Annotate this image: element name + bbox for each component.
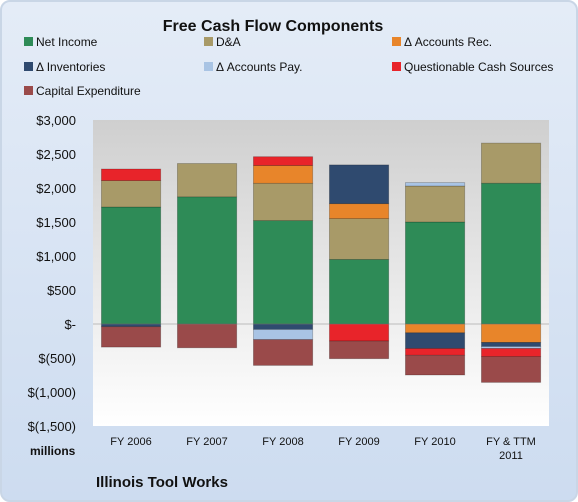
bar-segment <box>480 341 542 347</box>
legend-label: Questionable Cash Sources <box>404 60 553 74</box>
legend-label: Δ Accounts Pay. <box>216 60 303 74</box>
bar-segment <box>176 163 238 198</box>
bar-segment <box>480 356 542 383</box>
bar-segment <box>328 340 390 360</box>
bar-segment <box>328 218 390 260</box>
bar-segment <box>252 156 314 166</box>
bar-segment <box>404 182 466 187</box>
bar-segment <box>404 185 466 223</box>
bar-segment <box>252 165 314 184</box>
y-axis: $3,000 $2,500 $2,000 $1,500 $1,000 $500 $- $(50… <box>28 113 76 434</box>
bar-segment <box>176 323 238 349</box>
bar-segment <box>328 323 390 342</box>
legend-label: D&A <box>216 35 241 49</box>
plot-area <box>93 120 549 426</box>
bar-segment <box>101 168 162 182</box>
legend-label: Δ Accounts Rec. <box>404 35 492 49</box>
legend-label: Net Income <box>36 35 98 49</box>
units-label: millions <box>30 444 76 458</box>
bar-segment <box>101 326 162 348</box>
bar-segment <box>404 332 466 349</box>
bar-segment <box>101 206 162 325</box>
y-tick-label: $2,000 <box>36 181 76 196</box>
y-tick-label: $1,500 <box>36 215 76 230</box>
x-tick-label: FY 2006 <box>110 436 151 448</box>
y-tick-label: $(1,500) <box>28 419 76 434</box>
x-tick-label: FY 2009 <box>338 436 379 448</box>
bar-segment <box>480 182 542 325</box>
y-tick-label: $(1,000) <box>28 385 76 400</box>
y-tick-label: $500 <box>47 283 76 298</box>
bar-segment <box>480 348 542 358</box>
bar-segment <box>404 221 466 325</box>
bar-segment <box>176 196 238 325</box>
legend-swatch <box>392 37 401 46</box>
bar-segment <box>252 328 314 340</box>
y-tick-label: $(500) <box>38 351 76 366</box>
x-axis: FY 2006 FY 2007 FY 2008 FY 2009 FY 2010 FY & … <box>110 436 536 462</box>
legend: Net Income D&A Δ Accounts Rec. Δ Inventorie… <box>24 35 553 98</box>
bar-segment <box>101 323 162 328</box>
bar-segment <box>328 164 390 205</box>
bar-segment <box>480 142 542 184</box>
legend-label: Δ Inventories <box>36 60 105 74</box>
bar-segment <box>252 339 314 366</box>
bar-segment <box>328 203 390 220</box>
legend-swatch <box>24 37 33 46</box>
legend-swatch <box>24 86 33 95</box>
x-tick-label: FY 2008 <box>262 436 303 448</box>
legend-swatch <box>204 37 213 46</box>
bar-segment <box>404 323 466 334</box>
bar-segment <box>480 345 542 349</box>
y-tick-label: $2,500 <box>36 147 76 162</box>
x-tick-label: FY & TTM 2011 <box>486 436 536 462</box>
bar-segment <box>404 348 466 356</box>
y-tick-label: $1,000 <box>36 249 76 264</box>
bar-segment <box>101 180 162 208</box>
bar-segment <box>404 354 466 376</box>
legend-swatch <box>24 62 33 71</box>
bar-segment <box>252 220 314 325</box>
bar-segment <box>252 182 314 221</box>
bar-segment <box>328 258 390 325</box>
y-tick-label: $- <box>64 317 76 332</box>
legend-label: Capital Expenditure <box>36 84 141 98</box>
legend-swatch <box>392 62 401 71</box>
bar-segment <box>480 323 542 343</box>
chart-title: Free Cash Flow Components <box>163 18 384 35</box>
x-tick-label: FY 2010 <box>414 436 455 448</box>
bars <box>93 142 549 383</box>
bar-segment <box>252 323 314 330</box>
y-tick-label: $3,000 <box>36 113 76 128</box>
x-tick-label: FY 2007 <box>186 436 227 448</box>
legend-swatch <box>204 62 213 71</box>
company-label: Illinois Tool Works <box>96 474 228 491</box>
